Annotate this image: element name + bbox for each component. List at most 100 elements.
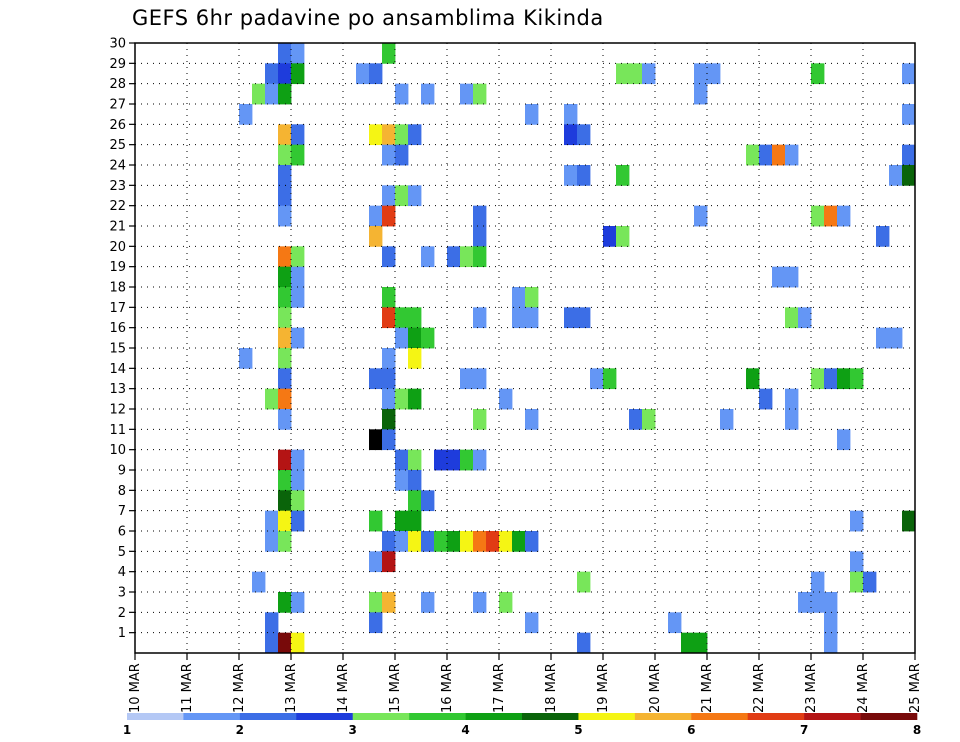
colorbar-label: 4 <box>461 723 469 737</box>
heatmap-cell <box>278 63 292 85</box>
heatmap-cell <box>473 449 487 471</box>
heatmap-cell <box>759 388 773 410</box>
heatmap-cell <box>850 510 864 532</box>
heatmap-cell <box>590 368 604 390</box>
colorbar-swatch <box>352 713 410 720</box>
y-tick-label: 14 <box>109 362 126 377</box>
heatmap-cell <box>694 63 708 85</box>
heatmap-cell <box>694 83 708 105</box>
heatmap-cell <box>824 592 838 613</box>
y-tick-label: 30 <box>109 37 126 52</box>
colorbar-label: 2 <box>236 723 244 737</box>
heatmap-cell <box>278 144 292 166</box>
heatmap-cell <box>252 571 266 593</box>
heatmap-cell <box>395 388 409 410</box>
heatmap-cell <box>824 632 838 654</box>
y-tick-label: 16 <box>109 321 126 336</box>
heatmap-cell <box>369 612 383 634</box>
heatmap-cell <box>369 124 383 146</box>
heatmap-cell <box>876 226 890 247</box>
heatmap-cell <box>356 63 370 85</box>
x-tick-label: 18 MAR <box>544 663 559 713</box>
heatmap-cell <box>408 388 422 410</box>
heatmap-cell <box>291 327 305 349</box>
heatmap-cell <box>395 470 409 491</box>
heatmap-cell <box>278 531 292 552</box>
heatmap-cell <box>499 592 513 613</box>
y-tick-label: 8 <box>118 484 126 499</box>
heatmap-cell <box>278 388 292 410</box>
heatmap-cell <box>382 144 396 166</box>
heatmap-cell <box>824 205 838 227</box>
heatmap-cell <box>642 409 656 430</box>
x-tick-label: 20 MAR <box>648 663 663 713</box>
heatmap-cell <box>421 592 435 613</box>
heatmap-cell <box>408 531 422 552</box>
heatmap-cell <box>785 307 799 329</box>
heatmap-cell <box>473 368 487 390</box>
colorbar-swatch <box>691 713 749 720</box>
heatmap-cell <box>278 327 292 349</box>
y-tick-label: 28 <box>109 77 126 92</box>
heatmap-cell <box>525 287 539 308</box>
heatmap-cell <box>395 449 409 471</box>
heatmap-cell <box>473 83 487 105</box>
heatmap-cell <box>499 531 513 552</box>
heatmap-cell <box>382 43 396 64</box>
heatmap-cell <box>408 124 422 146</box>
heatmap-cell <box>382 592 396 613</box>
x-tick-label: 11 MAR <box>180 663 195 713</box>
heatmap-cell <box>486 531 500 552</box>
heatmap-cell <box>265 632 279 654</box>
heatmap-cell <box>707 63 721 85</box>
heatmap-cell <box>863 571 877 593</box>
colorbar-label: 8 <box>913 723 921 737</box>
heatmap-cell <box>824 368 838 390</box>
heatmap-cell <box>850 571 864 593</box>
heatmap-cell <box>512 531 526 552</box>
heatmap-cell <box>369 510 383 532</box>
y-tick-label: 9 <box>118 464 126 479</box>
heatmap-cell <box>902 165 916 186</box>
colorbar-label: 7 <box>800 723 808 737</box>
heatmap-cell <box>408 470 422 491</box>
y-tick-label: 13 <box>109 382 126 397</box>
y-tick-label: 15 <box>109 342 126 357</box>
heatmap-cell <box>473 307 487 329</box>
heatmap-cell <box>395 510 409 532</box>
heatmap-cell <box>278 205 292 227</box>
heatmap-cell <box>369 63 383 85</box>
heatmap-cell <box>382 531 396 552</box>
heatmap-cell <box>265 388 279 410</box>
heatmap-cell <box>382 409 396 430</box>
colorbar-label: 5 <box>574 723 582 737</box>
y-tick-label: 10 <box>109 443 126 458</box>
y-tick-label: 20 <box>109 240 126 255</box>
heatmap-cell <box>265 510 279 532</box>
heatmap-cell <box>525 612 539 634</box>
heatmap-cell <box>278 368 292 390</box>
y-tick-label: 19 <box>109 260 126 275</box>
heatmap-cell <box>382 124 396 146</box>
heatmap-cell <box>447 531 461 552</box>
heatmap-cell <box>798 307 812 329</box>
heatmap-cell <box>291 632 305 654</box>
heatmap-cell <box>746 144 760 166</box>
heatmap-cell <box>382 368 396 390</box>
heatmap-cell <box>291 266 305 288</box>
heatmap-cell <box>291 43 305 64</box>
heatmap-cell <box>239 104 253 125</box>
chart-title: GEFS 6hr padavine po ansamblima Kikinda <box>132 6 604 30</box>
colorbar-swatch <box>522 713 579 720</box>
y-tick-label: 1 <box>118 626 126 641</box>
y-tick-label: 18 <box>109 281 126 296</box>
heatmap-cell <box>395 531 409 552</box>
colorbar-label: 1 <box>123 723 131 737</box>
heatmap-cell <box>473 531 487 552</box>
heatmap-cell <box>811 205 825 227</box>
colorbar-swatch <box>296 713 354 720</box>
y-tick-label: 26 <box>109 118 126 133</box>
heatmap-cell <box>460 368 474 390</box>
heatmap-cell <box>382 205 396 227</box>
heatmap-cell <box>798 592 812 613</box>
